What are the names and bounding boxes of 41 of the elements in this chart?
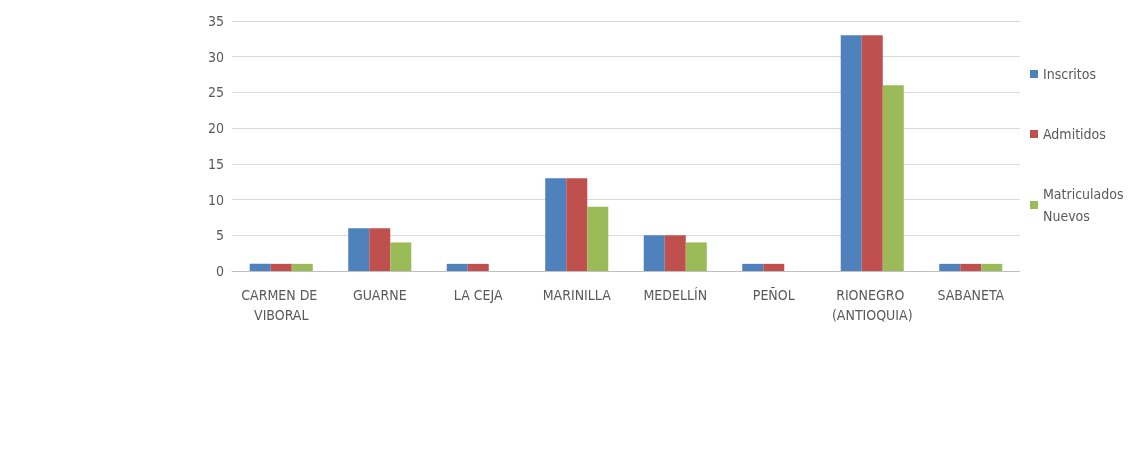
legend-label: Admitidos: [1043, 126, 1106, 142]
y-tick-label: 20: [207, 120, 224, 137]
y-tick-label: 30: [207, 48, 224, 65]
y-tick-label: 0: [215, 263, 224, 279]
bar: [291, 263, 313, 271]
bar: [249, 263, 271, 271]
y-tick-label: 5: [215, 227, 224, 244]
bar: [369, 228, 391, 271]
y-tick-label: 25: [207, 84, 224, 101]
bar: [643, 235, 665, 271]
bar: [882, 85, 904, 271]
bar: [348, 228, 370, 271]
bar: [446, 263, 468, 271]
bar: [861, 35, 883, 271]
x-tick-label: PEÑOL: [752, 287, 795, 303]
bar: [566, 178, 588, 271]
bar: [742, 263, 764, 271]
x-tick-label: GUARNE: [352, 287, 407, 303]
bar: [545, 178, 567, 271]
x-tick-label: LA CEJA: [453, 287, 504, 303]
bar: [763, 263, 785, 271]
legend-label: Inscritos: [1043, 66, 1097, 82]
bar: [270, 263, 292, 271]
bar: [939, 263, 961, 271]
bar: [664, 235, 686, 271]
y-tick-label: 35: [207, 13, 224, 29]
bar: [587, 206, 609, 271]
bar: [685, 242, 707, 271]
y-tick-label: 15: [207, 155, 224, 172]
bar: [981, 263, 1003, 271]
x-tick-label: SABANETA: [937, 287, 1005, 303]
bar: [960, 263, 982, 271]
x-tick-label: RIONEGRO (ANTIOQUIA): [831, 287, 913, 323]
bar: [840, 35, 862, 271]
bar: [467, 263, 489, 271]
legend-label: Matriculados Nuevos: [1043, 186, 1128, 224]
x-tick-label: MARINILLA: [542, 287, 612, 303]
x-tick-label: MEDELLÍN: [643, 287, 708, 303]
x-tick-label: CARMEN DE VIBORAL: [241, 287, 322, 323]
y-tick-label: 10: [207, 191, 224, 208]
bar: [390, 242, 412, 271]
